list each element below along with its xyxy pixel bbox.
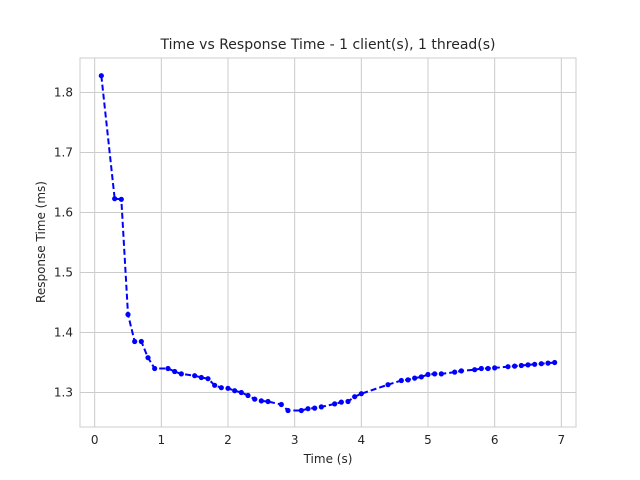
data-point — [258, 398, 264, 404]
data-point — [485, 365, 491, 372]
y-tick-label: 1.8 — [54, 86, 73, 100]
data-point — [252, 396, 258, 402]
data-point — [512, 363, 518, 369]
data-point — [192, 373, 198, 379]
data-point — [432, 371, 438, 377]
y-axis-label: Response Time (ms) — [34, 181, 48, 303]
data-point — [132, 338, 138, 345]
data-point — [265, 398, 271, 405]
chart-title: Time vs Response Time - 1 client(s), 1 t… — [159, 37, 495, 53]
x-tick-label: 3 — [291, 433, 299, 447]
data-point — [332, 401, 338, 407]
data-point — [212, 382, 218, 388]
data-point — [438, 371, 444, 377]
data-point — [152, 365, 158, 372]
data-point — [505, 364, 511, 370]
data-point — [398, 377, 404, 384]
y-tick-label: 1.7 — [54, 146, 73, 160]
data-point — [285, 407, 291, 414]
data-point — [98, 73, 104, 79]
data-point — [232, 388, 238, 394]
data-point — [385, 382, 391, 388]
data-point — [305, 406, 311, 412]
data-point — [298, 407, 304, 414]
data-point — [345, 398, 351, 405]
data-point — [412, 375, 418, 381]
data-point — [425, 371, 431, 378]
data-point — [358, 391, 364, 397]
x-tick-label: 4 — [358, 433, 366, 447]
grid — [80, 58, 576, 427]
data-point — [418, 374, 424, 380]
data-point — [525, 362, 531, 368]
x-axis-label: Time (s) — [303, 452, 353, 466]
data-point — [545, 360, 551, 366]
x-tick-label: 0 — [91, 433, 99, 447]
data-point — [218, 385, 224, 391]
data-point — [538, 361, 544, 367]
data-point — [552, 359, 558, 366]
data-point — [198, 374, 204, 381]
data-point — [532, 361, 538, 367]
data-point — [225, 385, 231, 391]
data-point — [165, 365, 171, 372]
data-point — [118, 196, 124, 202]
data-point — [145, 355, 151, 361]
data-point — [172, 368, 178, 375]
data-point — [492, 365, 498, 371]
x-tick-labels: 0 1 2 3 4 5 6 7 — [91, 433, 565, 447]
y-tick-label: 1.3 — [54, 386, 73, 400]
x-tick-label: 2 — [224, 433, 232, 447]
x-tick-label: 5 — [424, 433, 432, 447]
data-point — [352, 394, 358, 400]
x-tick-label: 1 — [158, 433, 166, 447]
data-point — [518, 362, 524, 369]
data-point — [112, 196, 118, 202]
y-tick-label: 1.4 — [54, 326, 73, 340]
x-tick-label: 7 — [558, 433, 566, 447]
data-point — [278, 401, 284, 408]
data-point — [245, 392, 251, 399]
data-point — [478, 365, 484, 372]
data-point — [178, 371, 184, 377]
data-point — [312, 405, 318, 411]
y-tick-label: 1.5 — [54, 266, 73, 280]
data-point — [238, 389, 244, 396]
data-point — [458, 368, 464, 374]
data-point — [205, 376, 211, 382]
data-point — [338, 399, 344, 405]
data-point — [452, 369, 458, 375]
y-tick-labels: 1.3 1.4 1.5 1.6 1.7 1.8 — [54, 86, 73, 400]
x-tick-label: 6 — [491, 433, 499, 447]
data-point — [405, 377, 411, 383]
data-point — [138, 338, 144, 345]
data-point — [125, 311, 131, 318]
data-point — [318, 404, 324, 410]
data-point — [472, 367, 478, 373]
series-points — [98, 73, 558, 414]
y-tick-label: 1.6 — [54, 206, 73, 220]
plot-frame — [79, 57, 577, 428]
